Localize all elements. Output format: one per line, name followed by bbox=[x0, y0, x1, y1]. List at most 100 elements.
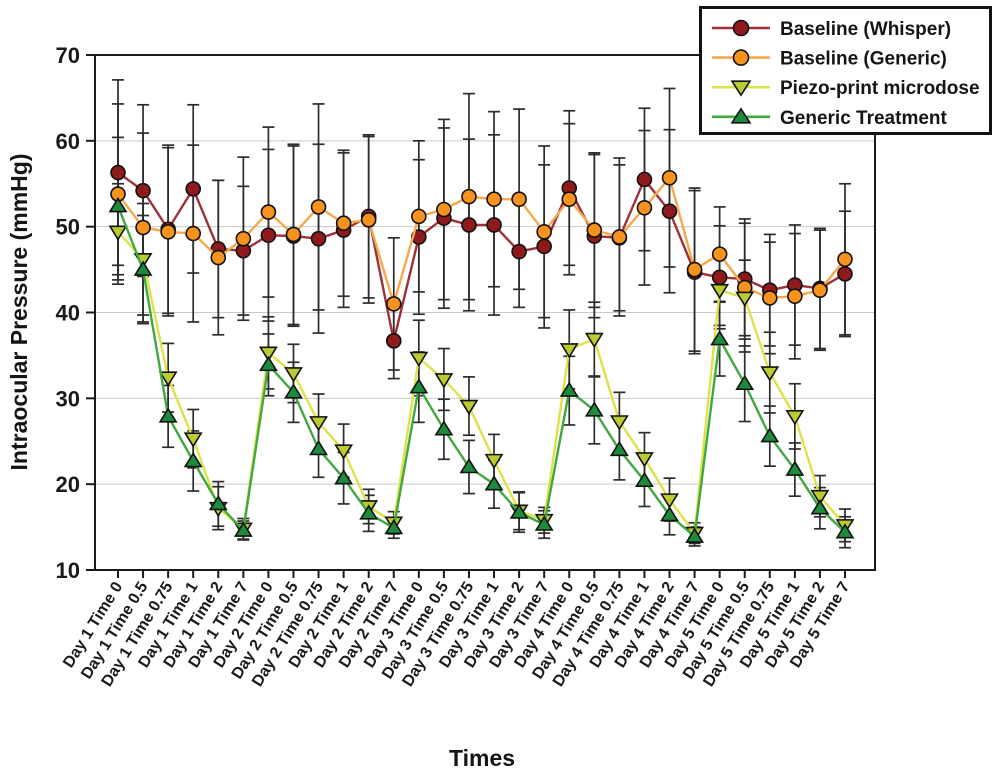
data-point bbox=[761, 290, 778, 306]
legend: Baseline (Whisper) Baseline (Generic) Piez… bbox=[699, 6, 992, 135]
data-point bbox=[559, 381, 579, 397]
data-point bbox=[284, 383, 303, 399]
data-point bbox=[108, 197, 128, 213]
data-point bbox=[334, 444, 354, 460]
data-point bbox=[835, 523, 855, 539]
y-tick-label: 60 bbox=[56, 129, 80, 154]
data-point bbox=[609, 440, 629, 457]
data-point bbox=[436, 201, 452, 218]
data-point bbox=[735, 374, 755, 391]
data-point bbox=[461, 217, 477, 233]
data-point bbox=[183, 451, 203, 468]
data-point bbox=[735, 291, 755, 307]
data-point bbox=[108, 225, 128, 241]
legend-marker-triangle-down bbox=[730, 80, 752, 97]
data-point bbox=[711, 269, 728, 286]
series-line-baseline-generic- bbox=[117, 176, 846, 306]
data-point bbox=[385, 333, 402, 349]
data-point bbox=[511, 243, 527, 260]
data-point bbox=[335, 215, 352, 232]
y-tick-label: 10 bbox=[56, 558, 80, 583]
y-tick-label: 70 bbox=[56, 43, 80, 68]
data-point bbox=[837, 251, 853, 268]
error-bars-piezo-print-microdose bbox=[112, 182, 851, 545]
data-point bbox=[536, 224, 552, 240]
legend-label: Baseline (Whisper) bbox=[780, 19, 951, 40]
data-point bbox=[260, 227, 277, 244]
data-point bbox=[461, 188, 477, 205]
legend-marker-triangle-up bbox=[730, 107, 752, 124]
data-point bbox=[660, 493, 679, 509]
data-point bbox=[183, 432, 203, 448]
data-point bbox=[409, 378, 429, 394]
data-point bbox=[785, 410, 805, 426]
data-point bbox=[787, 288, 803, 304]
data-point bbox=[661, 169, 678, 186]
data-point bbox=[810, 489, 830, 506]
data-point bbox=[158, 407, 178, 423]
data-point bbox=[285, 226, 302, 243]
y-tick-label: 20 bbox=[56, 472, 80, 497]
series-generic-treatment bbox=[108, 197, 855, 543]
data-point bbox=[636, 199, 653, 216]
data-point bbox=[233, 521, 253, 537]
data-point bbox=[486, 217, 502, 233]
data-point bbox=[309, 439, 328, 456]
data-point bbox=[434, 420, 454, 436]
legend-label: Generic Treatment bbox=[780, 108, 948, 129]
data-point bbox=[509, 503, 529, 519]
data-point bbox=[260, 204, 277, 220]
data-point bbox=[484, 475, 504, 491]
data-point bbox=[685, 527, 705, 543]
data-point bbox=[710, 283, 730, 300]
data-point bbox=[586, 222, 603, 238]
data-point bbox=[135, 182, 151, 199]
data-point bbox=[710, 330, 730, 346]
data-point bbox=[310, 199, 327, 215]
data-point bbox=[609, 415, 629, 431]
data-point bbox=[459, 457, 479, 474]
data-point bbox=[661, 203, 678, 220]
legend-label: Piezo-print microdose bbox=[780, 78, 980, 99]
data-point bbox=[133, 260, 153, 276]
data-point bbox=[185, 181, 202, 197]
data-point bbox=[310, 230, 327, 247]
data-point bbox=[110, 164, 126, 181]
series-baseline-generic- bbox=[110, 169, 853, 312]
data-point bbox=[384, 518, 404, 535]
data-point bbox=[434, 373, 454, 389]
data-point bbox=[411, 208, 427, 225]
legend-label: Baseline (Generic) bbox=[780, 49, 947, 70]
data-point bbox=[258, 346, 278, 362]
data-point bbox=[359, 504, 379, 520]
data-point bbox=[686, 261, 703, 278]
data-point bbox=[559, 343, 579, 359]
data-point bbox=[284, 367, 303, 383]
data-point bbox=[584, 332, 604, 349]
data-point bbox=[584, 401, 604, 417]
data-point bbox=[810, 499, 830, 515]
data-point bbox=[611, 229, 628, 245]
series-line-generic-treatment bbox=[116, 205, 846, 538]
data-point bbox=[235, 230, 252, 247]
data-point bbox=[635, 471, 654, 488]
data-point bbox=[160, 224, 176, 240]
data-point bbox=[258, 355, 278, 372]
data-point bbox=[785, 460, 805, 476]
data-point bbox=[334, 469, 354, 485]
data-point bbox=[635, 452, 654, 468]
data-point bbox=[158, 371, 178, 387]
data-point bbox=[812, 282, 828, 298]
data-point bbox=[135, 219, 151, 236]
x-axis-title: Times bbox=[449, 745, 515, 771]
data-point bbox=[385, 296, 402, 312]
y-axis-title: Intraocular Pressure (mmHg) bbox=[6, 154, 32, 471]
data-point bbox=[760, 366, 780, 382]
y-tick-label: 50 bbox=[56, 215, 80, 240]
legend-marker-circle bbox=[732, 19, 750, 37]
data-point bbox=[511, 191, 527, 207]
data-point bbox=[561, 191, 578, 207]
y-tick-label: 40 bbox=[56, 301, 80, 326]
y-tick-label: 30 bbox=[56, 386, 80, 411]
